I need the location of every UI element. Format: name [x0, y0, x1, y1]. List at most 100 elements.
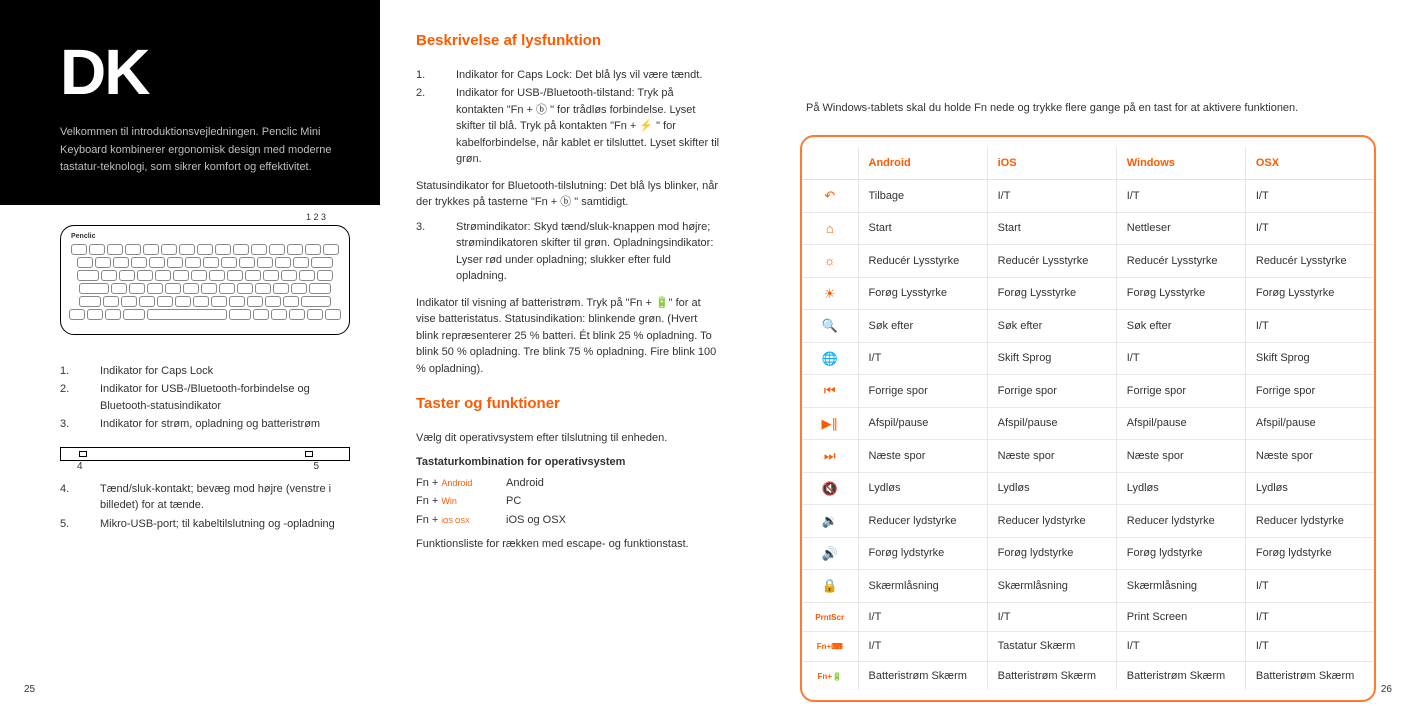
indicator-list-2: Tænd/sluk-kontakt; bevæg mod højre (vens… — [60, 481, 360, 533]
light-function-list-2: 3.Strømindikator: Skyd tænd/sluk-knappen… — [416, 219, 720, 285]
combo-key: Fn + Android — [416, 475, 506, 492]
function-table: Android iOS Windows OSX ↶TilbageI/TI/TI/… — [802, 147, 1374, 691]
function-icon: 🔇 — [802, 472, 858, 505]
left-column: DK Velkommen til introduktionsvejledning… — [0, 0, 380, 709]
function-icon: PrntScr — [802, 602, 858, 632]
table-cell: Print Screen — [1116, 602, 1245, 632]
middle-column: Beskrivelse af lysfunktion 1.Indikator f… — [380, 0, 740, 709]
table-cell: Forøg lydstyrke — [987, 537, 1116, 570]
function-list-text: Funktionsliste for rækken med escape- og… — [416, 536, 720, 553]
table-cell: I/T — [858, 632, 987, 662]
header-osx: OSX — [1245, 147, 1374, 180]
table-cell: Forøg Lysstyrke — [1116, 277, 1245, 310]
function-icon: 🔉 — [802, 505, 858, 538]
keyboard-diagram: 1 2 3 Penclic — [60, 225, 350, 355]
table-cell: Reducér Lysstyrke — [1245, 245, 1374, 278]
light-function-list: 1.Indikator for Caps Lock: Det blå lys v… — [416, 67, 720, 168]
table-cell: I/T — [1245, 570, 1374, 603]
table-cell: Reducer lydstyrke — [1245, 505, 1374, 538]
table-cell: Forrige spor — [858, 375, 987, 408]
table-header: Android iOS Windows OSX — [802, 147, 1374, 180]
label-4: 4 — [77, 459, 83, 474]
header-ios: iOS — [987, 147, 1116, 180]
os-select-text: Vælg dit operativsystem efter tilslutnin… — [416, 430, 720, 447]
combo-row: Fn + Android Android — [416, 475, 720, 492]
header-android: Android — [858, 147, 987, 180]
table-cell: Nettleser — [1116, 212, 1245, 245]
page-number-right: 26 — [1381, 682, 1392, 697]
table-cell: Forrige spor — [987, 375, 1116, 408]
status-indicator-text: Statusindikator for Bluetooth-tilslutnin… — [416, 178, 720, 211]
table-row: Fn+🔋Batteristrøm SkærmBatteristrøm Skærm… — [802, 661, 1374, 690]
function-icon: ⏭ — [802, 440, 858, 473]
table-row: PrntScrI/TI/TPrint ScreenI/T — [802, 602, 1374, 632]
list-item: 1.Indikator for Caps Lock: Det blå lys v… — [416, 67, 720, 84]
combo-key: Fn + Win — [416, 493, 506, 510]
table-cell: I/T — [1245, 632, 1374, 662]
table-row: ⏮Forrige sporForrige sporForrige sporFor… — [802, 375, 1374, 408]
usb-diagram: 4 5 — [60, 447, 350, 461]
language-header-box: DK Velkommen til introduktionsvejledning… — [0, 0, 380, 205]
table-cell: Forøg lydstyrke — [1245, 537, 1374, 570]
table-row: ☼Reducér LysstyrkeReducér LysstyrkeReduc… — [802, 245, 1374, 278]
function-icon: ☼ — [802, 245, 858, 278]
table-cell: I/T — [1245, 180, 1374, 213]
table-row: Fn+⌨I/TTastatur SkærmI/TI/T — [802, 632, 1374, 662]
table-cell: Start — [987, 212, 1116, 245]
table-row: 🔇LydløsLydløsLydløsLydløs — [802, 472, 1374, 505]
table-row: 🌐I/TSkift SprogI/TSkift Sprog — [802, 342, 1374, 375]
table-cell: Skærmlåsning — [987, 570, 1116, 603]
indicator-list-1: Indikator for Caps Lock Indikator for US… — [60, 363, 360, 433]
table-cell: Tastatur Skærm — [987, 632, 1116, 662]
table-cell: Batteristrøm Skærm — [1245, 661, 1374, 690]
function-icon: ☀ — [802, 277, 858, 310]
table-cell: Reducer lydstyrke — [1116, 505, 1245, 538]
table-row: 🔊Forøg lydstyrkeForøg lydstyrkeForøg lyd… — [802, 537, 1374, 570]
header-windows: Windows — [1116, 147, 1245, 180]
list-item: Mikro-USB-port; til kabeltilslutning og … — [60, 516, 360, 533]
table-cell: Forøg Lysstyrke — [1245, 277, 1374, 310]
heading-light-function: Beskrivelse af lysfunktion — [416, 30, 720, 53]
table-row: 🔒SkærmlåsningSkærmlåsningSkærmlåsningI/T — [802, 570, 1374, 603]
combo-value: PC — [506, 493, 521, 510]
table-cell: Næste spor — [987, 440, 1116, 473]
table-cell: Batteristrøm Skærm — [858, 661, 987, 690]
table-cell: Lydløs — [858, 472, 987, 505]
table-cell: Lydløs — [987, 472, 1116, 505]
table-cell: Forrige spor — [1116, 375, 1245, 408]
table-cell: Batteristrøm Skærm — [987, 661, 1116, 690]
keyboard-body: Penclic — [60, 225, 350, 335]
table-cell: I/T — [1116, 342, 1245, 375]
combo-list: Fn + Android Android Fn + Win PC Fn + iO… — [416, 475, 720, 529]
table-cell: Afspil/pause — [987, 407, 1116, 440]
label-5: 5 — [313, 459, 319, 474]
function-icon: 🔒 — [802, 570, 858, 603]
keyboard-brand: Penclic — [71, 232, 96, 243]
table-row: 🔉Reducer lydstyrkeReducer lydstyrkeReduc… — [802, 505, 1374, 538]
table-cell: I/T — [858, 602, 987, 632]
table-cell: I/T — [987, 180, 1116, 213]
list-item: Indikator for USB-/Bluetooth-forbindelse… — [60, 381, 360, 414]
table-cell: Reducér Lysstyrke — [1116, 245, 1245, 278]
table-cell: Tilbage — [858, 180, 987, 213]
header-icon-col — [802, 147, 858, 180]
table-cell: Afspil/pause — [1245, 407, 1374, 440]
table-row: ☀Forøg LysstyrkeForøg LysstyrkeForøg Lys… — [802, 277, 1374, 310]
table-row: ⏭Næste sporNæste sporNæste sporNæste spo… — [802, 440, 1374, 473]
table-cell: I/T — [858, 342, 987, 375]
table-cell: Forøg lydstyrke — [858, 537, 987, 570]
function-icon: Fn+🔋 — [802, 661, 858, 690]
table-cell: Næste spor — [858, 440, 987, 473]
language-code: DK — [60, 24, 352, 120]
function-icon: ▶∥ — [802, 407, 858, 440]
table-row: ⌂StartStartNettleserI/T — [802, 212, 1374, 245]
table-cell: I/T — [1245, 310, 1374, 343]
table-cell: Skærmlåsning — [858, 570, 987, 603]
table-cell: I/T — [1116, 180, 1245, 213]
table-row: ↶TilbageI/TI/TI/T — [802, 180, 1374, 213]
table-cell: I/T — [1245, 212, 1374, 245]
table-cell: Næste spor — [1245, 440, 1374, 473]
table-cell: Søk efter — [1116, 310, 1245, 343]
table-cell: Forrige spor — [1245, 375, 1374, 408]
combo-value: Android — [506, 475, 544, 492]
